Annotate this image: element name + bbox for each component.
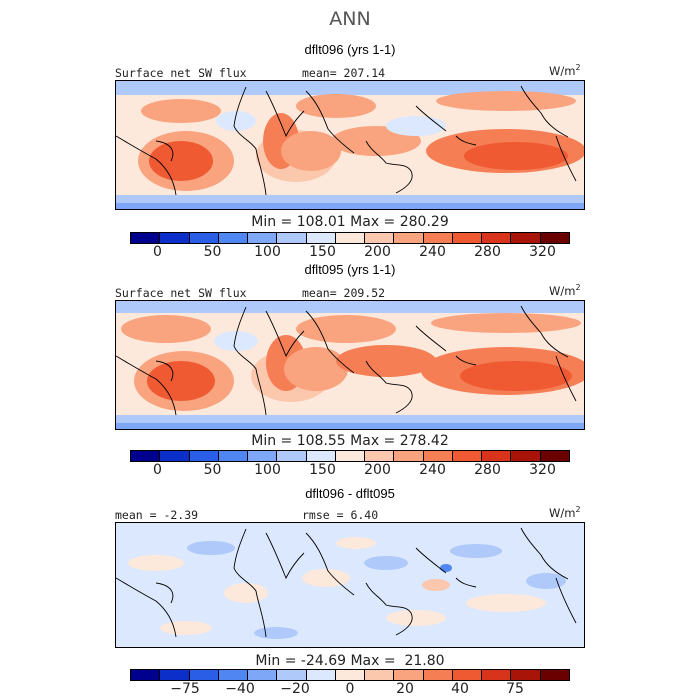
colorbar-swatch xyxy=(482,451,512,461)
panel-2-map-field xyxy=(116,301,584,429)
colorbar-tick-label: 280 xyxy=(474,244,501,260)
colorbar-swatch xyxy=(423,233,453,243)
colorbar-swatch xyxy=(277,233,307,243)
colorbar-tick-label: 320 xyxy=(529,244,556,260)
colorbar-swatch xyxy=(394,233,424,243)
colorbar-swatch xyxy=(540,451,569,461)
colorbar-tick-label: 280 xyxy=(474,462,501,478)
panel-1-map-field xyxy=(116,81,584,209)
colorbar-swatch xyxy=(365,451,395,461)
colorbar-tick-label: 100 xyxy=(254,244,281,260)
colorbar-swatch xyxy=(423,670,453,680)
colorbar-swatch xyxy=(189,233,219,243)
colorbar-swatch xyxy=(394,451,424,461)
colorbar-swatch xyxy=(423,451,453,461)
colorbar-swatch xyxy=(511,233,541,243)
colorbar-swatch xyxy=(511,670,541,680)
colorbar-swatch xyxy=(218,451,249,461)
colorbar-tick-label: 320 xyxy=(529,462,556,478)
colorbar-swatch xyxy=(394,670,424,680)
colorbar-swatch xyxy=(511,451,541,461)
colorbar-swatch xyxy=(482,233,512,243)
colorbar-swatch xyxy=(160,670,190,680)
panel-1-colorbar-ticks: 0 50 100 150 200 240 280 320 xyxy=(130,244,570,264)
colorbar-swatch xyxy=(306,451,336,461)
colorbar-swatch xyxy=(335,451,366,461)
colorbar-tick-label: 0 xyxy=(153,462,162,478)
colorbar-tick-label: 75 xyxy=(506,681,524,697)
panel-1-min-max: Min = 108.01 Max = 280.29 xyxy=(251,214,449,230)
panel-2-colorbar-ticks: 0 50 100 150 200 240 280 320 xyxy=(130,462,570,482)
figure-title: ANN xyxy=(329,8,371,30)
panel-3-mean-label: mean = -2.39 xyxy=(115,508,199,522)
colorbar-tick-label: 200 xyxy=(364,462,391,478)
panel-1-title: dflt096 (yrs 1-1) xyxy=(304,42,396,57)
panel-3-colorbar xyxy=(130,669,570,681)
colorbar-swatch xyxy=(248,451,278,461)
colorbar-swatch xyxy=(160,451,190,461)
colorbar-swatch xyxy=(160,233,190,243)
colorbar-swatch xyxy=(131,670,161,680)
panel-2-title: dflt095 (yrs 1-1) xyxy=(304,262,396,277)
colorbar-tick-label: 20 xyxy=(396,681,414,697)
panel-3-title: dflt096 - dflt095 xyxy=(305,486,395,501)
colorbar-swatch xyxy=(189,670,219,680)
panel-3-map-field xyxy=(116,523,584,647)
colorbar-swatch xyxy=(131,233,161,243)
colorbar-swatch xyxy=(540,670,569,680)
colorbar-swatch xyxy=(189,451,219,461)
panel-1-mean-label: mean= 207.14 xyxy=(302,66,386,80)
colorbar-swatch xyxy=(218,233,249,243)
colorbar-swatch xyxy=(452,451,483,461)
colorbar-swatch xyxy=(335,670,366,680)
colorbar-tick-label: 0 xyxy=(345,681,355,697)
panel-1-variable-label: Surface net SW flux xyxy=(115,66,247,80)
colorbar-swatch xyxy=(306,233,336,243)
panel-3-colorbar-ticks: −75 −40 −20 0 20 40 75 xyxy=(130,681,570,700)
panel-2-colorbar xyxy=(130,450,570,462)
colorbar-tick-label: 240 xyxy=(419,462,446,478)
panel-3-min-max: Min = -24.69 Max = 21.80 xyxy=(255,653,445,669)
panel-2-map xyxy=(115,300,585,430)
colorbar-tick-label: 200 xyxy=(364,244,391,260)
colorbar-tick-label: 150 xyxy=(309,244,336,260)
colorbar-swatch xyxy=(540,233,569,243)
panel-2-mean-label: mean= 209.52 xyxy=(302,286,386,300)
colorbar-swatch xyxy=(335,233,366,243)
colorbar-swatch xyxy=(277,451,307,461)
panel-3-rmse-label: rmse = 6.40 xyxy=(302,508,379,522)
colorbar-swatch xyxy=(277,670,307,680)
panel-2-unit-label: W/m2 xyxy=(549,283,581,298)
colorbar-tick-label: 100 xyxy=(254,462,281,478)
colorbar-tick-label: 50 xyxy=(203,244,222,260)
panel-1-unit-label: W/m2 xyxy=(549,63,581,78)
colorbar-swatch xyxy=(218,670,249,680)
panel-1-colorbar xyxy=(130,232,570,244)
colorbar-tick-label: 0 xyxy=(153,244,162,260)
colorbar-tick-label: 40 xyxy=(451,681,469,697)
panel-1-map xyxy=(115,80,585,210)
panel-2-min-max: Min = 108.55 Max = 278.42 xyxy=(251,433,449,449)
colorbar-swatch xyxy=(452,233,483,243)
panel-3-map xyxy=(115,522,585,648)
colorbar-tick-label: −20 xyxy=(280,681,310,697)
colorbar-swatch xyxy=(365,233,395,243)
colorbar-swatch xyxy=(452,670,483,680)
panel-3-unit-label: W/m2 xyxy=(549,505,581,520)
colorbar-swatch xyxy=(248,233,278,243)
colorbar-swatch xyxy=(482,670,512,680)
colorbar-tick-label: −75 xyxy=(170,681,200,697)
colorbar-swatch xyxy=(365,670,395,680)
colorbar-tick-label: 240 xyxy=(419,244,446,260)
colorbar-swatch xyxy=(131,451,161,461)
colorbar-swatch xyxy=(248,670,278,680)
colorbar-tick-label: 150 xyxy=(309,462,336,478)
colorbar-swatch xyxy=(306,670,336,680)
colorbar-tick-label: 50 xyxy=(203,462,222,478)
panel-2-variable-label: Surface net SW flux xyxy=(115,286,247,300)
colorbar-tick-label: −40 xyxy=(225,681,255,697)
